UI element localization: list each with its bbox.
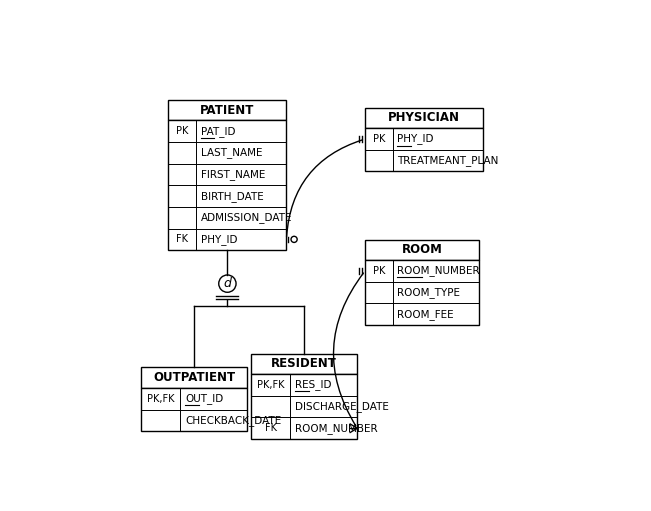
Text: PHYSICIAN: PHYSICIAN	[388, 111, 460, 125]
Bar	[365, 260, 479, 325]
Text: RES_ID: RES_ID	[295, 380, 331, 390]
Text: ROOM_NUMBER: ROOM_NUMBER	[295, 423, 378, 434]
Text: PK: PK	[373, 134, 385, 144]
Text: ROOM: ROOM	[402, 243, 443, 257]
Text: RESIDENT: RESIDENT	[271, 357, 337, 370]
Text: CHECKBACK_DATE: CHECKBACK_DATE	[185, 415, 281, 426]
Text: DISCHARGE_DATE: DISCHARGE_DATE	[295, 401, 389, 412]
Text: PK: PK	[373, 266, 385, 276]
Text: PAT_ID: PAT_ID	[201, 126, 235, 136]
Text: PATIENT: PATIENT	[201, 104, 255, 117]
Text: ROOM_NUMBER: ROOM_NUMBER	[397, 265, 480, 276]
Text: OUT_ID: OUT_ID	[185, 393, 223, 404]
Text: d: d	[223, 277, 231, 290]
Bar	[365, 128, 483, 172]
Bar	[169, 120, 286, 250]
Bar	[251, 374, 357, 439]
Bar	[141, 367, 247, 388]
Text: ROOM_TYPE: ROOM_TYPE	[397, 287, 460, 298]
Bar	[141, 388, 247, 431]
Text: PK,FK: PK,FK	[146, 393, 174, 404]
Text: BIRTH_DATE: BIRTH_DATE	[201, 191, 264, 201]
Text: TREATMEANT_PLAN: TREATMEANT_PLAN	[397, 155, 499, 166]
Bar	[365, 240, 479, 260]
Text: FIRST_NAME: FIRST_NAME	[201, 169, 265, 180]
Text: OUTPATIENT: OUTPATIENT	[153, 371, 235, 384]
Bar	[169, 100, 286, 120]
Text: ADMISSION_DATE: ADMISSION_DATE	[201, 212, 292, 223]
Text: FK: FK	[265, 423, 277, 433]
Text: PHY_ID: PHY_ID	[201, 234, 237, 245]
Bar	[365, 108, 483, 128]
Text: PK: PK	[176, 126, 188, 136]
Text: PHY_ID: PHY_ID	[397, 133, 434, 145]
Text: ROOM_FEE: ROOM_FEE	[397, 309, 454, 319]
Text: PK,FK: PK,FK	[257, 380, 284, 390]
Bar	[251, 354, 357, 374]
Text: LAST_NAME: LAST_NAME	[201, 147, 262, 158]
Text: FK: FK	[176, 235, 188, 244]
